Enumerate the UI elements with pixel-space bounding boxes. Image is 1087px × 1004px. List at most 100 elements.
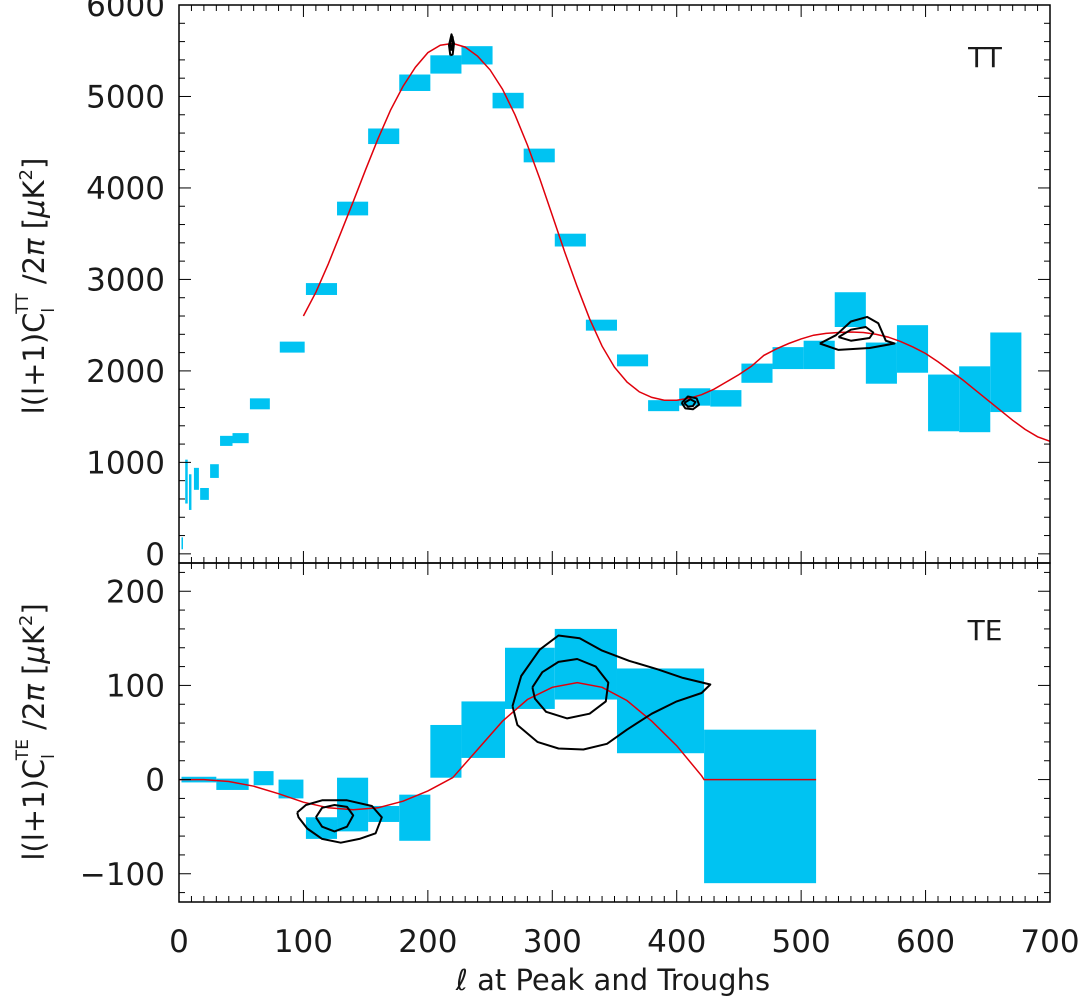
tt-likelihood-contour-5 [837,326,875,342]
x-tick-label: 700 [1020,924,1079,960]
tt-panel-label: TT [967,41,1003,74]
tt-bandpower-box-31 [959,366,991,433]
tt-bandpower-box-12 [368,128,400,145]
x-axis-label: ℓ at Peak and Troughs [455,963,770,997]
tt-ylabel-unit-close: ] [17,158,51,169]
te-y-tick-label: −100 [80,857,165,893]
te-ylabel-unit-pow: 2 [16,615,37,626]
te-likelihood-contour-0 [296,799,383,844]
tt-bandpower-box-14 [430,55,462,74]
tt-ylabel-unit-open: [ [17,218,51,239]
tt-bandpower-box-11 [337,201,369,216]
tt-y-tick-label: 4000 [86,171,165,207]
te-bandpower-box-10 [505,647,555,709]
x-tick-label: 0 [169,924,189,960]
te-ylabel-unit-k: K [17,625,51,645]
te-ylabel-sup: TE [13,739,33,761]
x-tick-label: 500 [772,924,831,960]
tt-bandpower-box-23 [710,390,742,407]
te-ylabel-mu: μ [17,645,51,664]
tt-panel: 0 1000 2000 3000 4000 5000 6000 [86,0,1051,573]
tt-bandpower-box-5 [210,464,219,478]
te-y-axis-label: l(l+1)Cl TE /2π [μK2] [13,603,59,860]
tt-bandpower-box-13 [399,74,431,91]
x-tick-label: 300 [523,924,582,960]
te-ticks [178,563,1051,902]
x-tick-label: 100 [274,924,333,960]
xlabel-rest: at Peak and Troughs [468,963,770,997]
tt-bandpower-box-10 [305,283,338,295]
tt-ylabel-mu: μ [17,199,51,218]
te-bandpower-box-3 [278,779,304,799]
tt-bandpower-box-1 [185,459,188,504]
tt-likelihood-contour-4 [819,315,896,351]
te-plot-area [179,628,817,884]
tt-bandpower-box-9 [279,341,305,353]
tt-ylabel-sub: l [39,308,59,313]
tt-bandpower-box-30 [928,374,960,432]
tt-ticks [178,4,1051,563]
tt-bandpower-box-2 [188,474,192,510]
te-likelihood-contour-3 [531,658,610,720]
tt-bandpower-box-0 [181,537,183,550]
te-ylabel-sub: l [39,754,59,759]
te-bandpower-box-2 [253,771,274,786]
tt-ylabel-sup: TT [13,293,33,315]
te-ylabel-mid: /2 [17,702,51,739]
te-ylabel-pi: π [17,684,51,702]
tt-likelihood-contour-3 [683,398,697,408]
tt-bandpower-box-7 [232,433,249,444]
tt-y-tick-label: 5000 [86,79,165,115]
tt-bandpower-box-26 [803,340,835,370]
tt-ylabel-pre: l(l+1)C [17,313,51,415]
tt-likelihood-contour-2 [680,395,701,411]
tt-bandpower-box-28 [865,342,897,384]
x-tick-label: 400 [647,924,706,960]
tt-y-tick-label: 0 [145,537,165,573]
tt-bandpower-box-17 [523,148,555,163]
te-ylabel-pre: l(l+1)C [17,759,51,861]
tt-bandpower-box-32 [990,332,1022,413]
te-bandpower-box-4 [305,817,338,839]
tt-bandpower-box-18 [554,233,586,247]
te-likelihood-contour-1 [315,804,355,833]
tt-y-axis-label: l(l+1)Cl TT /2π [μK2] [13,158,59,415]
te-model-curve [179,681,817,811]
tt-bandpower-box-6 [220,435,233,446]
te-bandpower-box-1 [216,778,249,790]
tt-bandpower-box-19 [585,319,617,331]
te-likelihood-contour-2 [511,634,712,751]
tt-plot-area [181,33,1050,550]
tt-ylabel-mid: /2 [17,256,51,293]
tt-ylabel-pi: π [17,238,51,256]
tt-y-tick-label: 2000 [86,354,165,390]
te-y-tick-label: 0 [145,763,165,799]
te-bandpower-box-12 [616,668,705,754]
te-ylabel-unit-open: [ [17,664,51,685]
tt-y-tick-label: 6000 [86,0,165,24]
x-tick-label: 600 [896,924,955,960]
tt-bandpower-box-25 [772,347,804,370]
te-bandpower-box-7 [399,794,431,841]
tt-ylabel-unit-pow: 2 [16,169,37,180]
tt-bandpower-box-24 [741,363,773,383]
tt-model-curve [302,42,1050,443]
tt-ylabel-unit-k: K [17,179,51,199]
tt-y-tick-label: 1000 [86,445,165,481]
tt-likelihood-contour-1 [449,36,454,52]
tt-bandpower-box-4 [200,487,209,500]
te-bandpower-box-8 [430,724,462,778]
te-panel-label: TE [967,614,1003,647]
te-ylabel-unit-close: ] [17,603,51,614]
tt-y-tick-label: 3000 [86,262,165,298]
te-y-tick-label: 200 [106,574,165,610]
te-bandpower-box-9 [461,701,506,758]
tt-bandpower-box-21 [648,400,680,412]
xlabel-ell: ℓ [455,963,468,997]
x-tick-label: 200 [398,924,457,960]
tt-bandpower-box-29 [896,325,929,373]
tt-bandpower-box-20 [616,354,649,367]
